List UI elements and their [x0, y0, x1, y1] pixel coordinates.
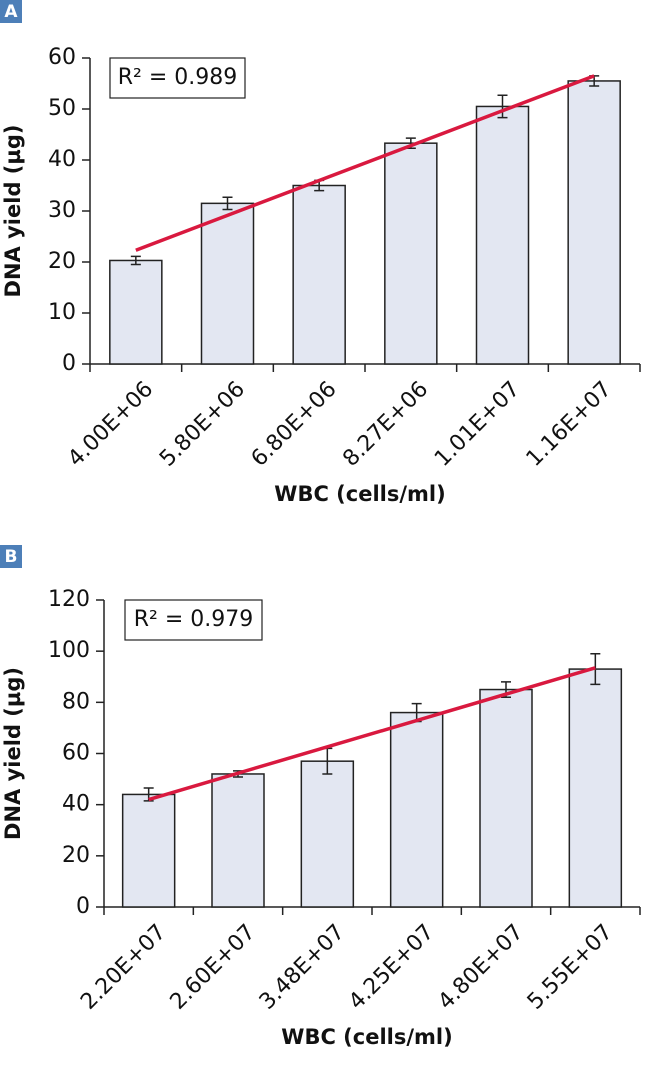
bar: [121, 793, 176, 908]
annotation-box: [109, 57, 246, 99]
y-tick-label: 60: [62, 741, 90, 766]
bar: [109, 259, 163, 365]
error-bar: [130, 255, 141, 266]
y-axis-title: DNA yield (µg): [1, 125, 25, 298]
bar: [211, 773, 265, 908]
x-tick-label: 1.01E+07: [430, 377, 525, 472]
y-tick-label: 10: [48, 300, 76, 325]
bar: [200, 202, 255, 365]
y-tick-label: 20: [62, 843, 90, 868]
x-axis-title: WBC (cells/ml): [281, 1025, 452, 1049]
bar: [567, 80, 621, 365]
x-tick-label: 2.20E+07: [76, 920, 171, 1015]
panel-label: B: [5, 547, 18, 567]
x-tick-label: 4.80E+07: [434, 920, 529, 1015]
x-tick-label: 5.55E+07: [523, 920, 618, 1015]
bar: [475, 105, 530, 365]
x-tick-label: 5.80E+06: [155, 377, 250, 472]
bar: [479, 688, 533, 908]
y-tick-label: 20: [48, 249, 76, 274]
error-bar: [222, 196, 233, 211]
trendline: [135, 74, 595, 252]
bar: [300, 760, 355, 908]
error-bar: [497, 94, 508, 119]
x-tick-label: 2.60E+07: [166, 920, 261, 1015]
annotation-box: [124, 599, 263, 641]
y-tick-label: 120: [48, 587, 90, 612]
x-tick-label: 8.27E+06: [338, 377, 433, 472]
y-tick-label: 40: [48, 147, 76, 172]
x-axis-title: WBC (cells/ml): [274, 482, 445, 506]
annotation: R² = 0.979: [134, 607, 254, 632]
y-tick-label: 60: [48, 45, 76, 70]
x-tick-label: 1.16E+07: [522, 377, 617, 472]
panel-label: A: [4, 2, 18, 22]
y-tick-label: 30: [48, 198, 76, 223]
y-tick-label: 100: [48, 638, 90, 663]
annotation: R² = 0.989: [118, 65, 238, 90]
y-tick-label: 0: [76, 894, 90, 919]
x-tick-label: 6.80E+06: [247, 377, 342, 472]
bar: [384, 142, 438, 365]
y-tick-label: 80: [62, 689, 90, 714]
trendline: [148, 666, 596, 802]
y-tick-label: 40: [62, 792, 90, 817]
bar: [292, 184, 346, 365]
bar: [389, 711, 444, 908]
y-axis-title: DNA yield (µg): [1, 667, 25, 840]
x-tick-label: 4.25E+07: [344, 920, 439, 1015]
x-tick-label: 3.48E+07: [255, 920, 350, 1015]
y-tick-label: 0: [62, 351, 76, 376]
panel-badge: [0, 545, 22, 568]
y-tick-label: 50: [48, 96, 76, 121]
bar: [568, 668, 623, 908]
x-tick-label: 4.00E+06: [63, 377, 158, 472]
panel-badge: [0, 0, 22, 23]
